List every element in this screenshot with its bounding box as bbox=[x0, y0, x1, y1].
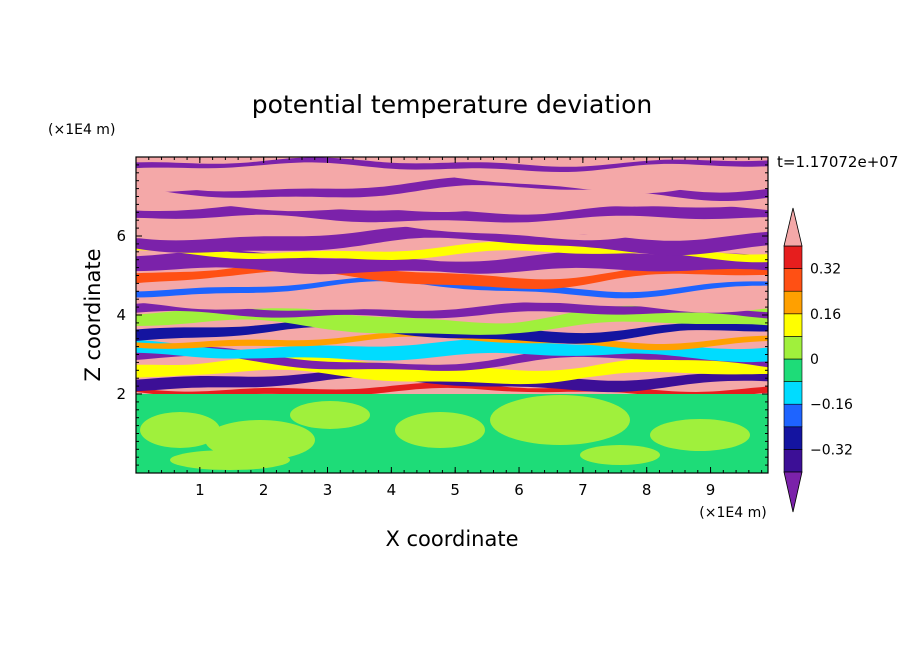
field-band bbox=[136, 331, 768, 351]
x-tick-label: 4 bbox=[387, 481, 397, 499]
colorbar-label: 0 bbox=[810, 352, 819, 368]
colorbar-segment bbox=[783, 268, 803, 292]
field-band bbox=[136, 241, 768, 263]
field-band bbox=[136, 162, 768, 194]
colorbar-segment bbox=[783, 381, 803, 405]
x-axis: 1 2 3 4 5 6 7 8 9 bbox=[148, 157, 763, 499]
x-tick-label: 8 bbox=[642, 481, 652, 499]
y-axis-label: Z coordinate bbox=[81, 248, 105, 381]
field-band bbox=[136, 302, 768, 319]
color-legend: 0.32 0.16 0 −0.16 −0.32 bbox=[783, 207, 853, 513]
colorbar-label: 0.32 bbox=[810, 262, 841, 278]
colorbar-label: −0.16 bbox=[810, 397, 853, 413]
plot-area bbox=[136, 157, 768, 473]
colorbar-segment bbox=[783, 358, 803, 382]
colorbar-segment bbox=[783, 245, 803, 269]
chart-title: potential temperature deviation bbox=[252, 90, 652, 119]
x-tick-label: 1 bbox=[195, 481, 205, 499]
colorbar-label: −0.32 bbox=[810, 442, 853, 458]
colorbar-segment bbox=[783, 426, 803, 450]
colorbar-segment bbox=[783, 336, 803, 360]
lower-layer-patch bbox=[140, 412, 220, 448]
field-band bbox=[136, 250, 768, 275]
x-tick-label: 9 bbox=[706, 481, 716, 499]
lower-layer-patch bbox=[650, 419, 750, 451]
x-axis-label: X coordinate bbox=[385, 527, 518, 551]
lower-layer-patch bbox=[395, 412, 485, 448]
colorbar-segment bbox=[783, 403, 803, 428]
x-tick-label: 7 bbox=[578, 481, 588, 499]
time-label: t=1.17072e+07 bbox=[777, 153, 898, 171]
lower-layer-patch bbox=[290, 401, 370, 429]
field-band bbox=[136, 216, 768, 241]
field-band bbox=[136, 277, 768, 299]
colorbar-under-arrow bbox=[783, 471, 803, 513]
x-axis-unit: (×1E4 m) bbox=[699, 505, 766, 521]
y-tick-label: 4 bbox=[116, 306, 126, 324]
field-band bbox=[136, 286, 768, 313]
x-tick-label: 6 bbox=[514, 481, 524, 499]
field-band bbox=[136, 176, 768, 201]
y-tick-label: 6 bbox=[116, 227, 126, 245]
lower-layer-patch bbox=[580, 445, 660, 465]
lower-layer-patch bbox=[490, 395, 630, 445]
x-tick-label: 2 bbox=[259, 481, 269, 499]
y-axis: 2 4 6 bbox=[116, 164, 768, 466]
x-tick-label: 5 bbox=[450, 481, 460, 499]
y-axis-unit: (×1E4 m) bbox=[48, 122, 115, 138]
lower-layer-patch bbox=[205, 420, 315, 460]
y-tick-label: 2 bbox=[116, 385, 126, 403]
x-tick-label: 3 bbox=[323, 481, 333, 499]
colorbar-segment bbox=[783, 449, 803, 473]
lower-layer-patch bbox=[170, 450, 290, 470]
field-band bbox=[136, 185, 768, 212]
colorbar-segment bbox=[783, 290, 803, 315]
colorbar-over-arrow bbox=[783, 207, 803, 247]
field-band bbox=[136, 226, 768, 256]
colorbar-label: 0.16 bbox=[810, 307, 841, 323]
field-band bbox=[136, 157, 768, 172]
colorbar-segment bbox=[783, 313, 803, 337]
